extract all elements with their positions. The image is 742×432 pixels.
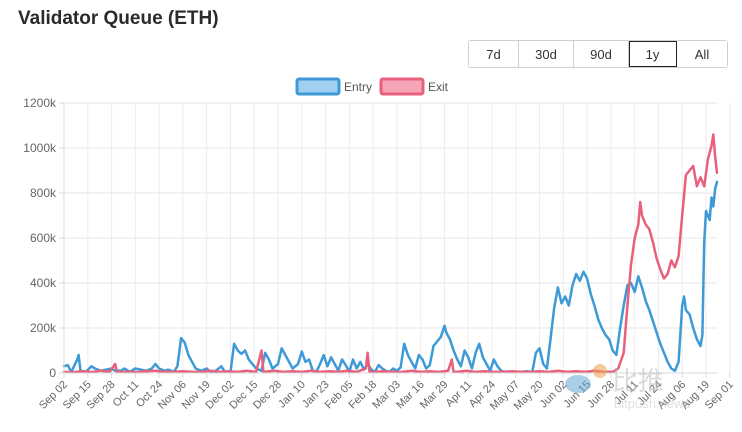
y-tick-label: 400k (30, 276, 57, 290)
legend-exit-label: Exit (428, 80, 449, 94)
legend-item-entry[interactable]: Entry (295, 77, 372, 96)
y-tick-label: 1000k (23, 141, 57, 155)
page-title: Validator Queue (ETH) (18, 8, 219, 29)
y-tick-label: 1200k (23, 96, 57, 110)
watermark-brand: 比推 (612, 366, 664, 396)
range-1y-button[interactable]: 1y (629, 41, 677, 67)
watermark-subtext: bitpush.news (614, 396, 690, 411)
series-line-entry (62, 180, 719, 374)
time-range-selector: 7d 30d 90d 1y All (468, 40, 728, 68)
grid (63, 102, 731, 374)
series-line-exit (62, 133, 719, 374)
legend-entry-swatch (295, 77, 341, 96)
legend-entry-label: Entry (344, 80, 372, 94)
bitcoin-badge-icon (593, 364, 607, 378)
y-tick-label: 800k (30, 186, 57, 200)
range-90d-button[interactable]: 90d (574, 41, 629, 67)
y-tick-label: 0 (49, 366, 56, 380)
y-tick-label: 600k (30, 231, 57, 245)
legend-exit-swatch (379, 77, 425, 96)
bird-logo-icon (565, 375, 591, 393)
series-layer (62, 133, 719, 374)
y-tick-label: 200k (30, 321, 57, 335)
range-all-button[interactable]: All (677, 41, 727, 67)
range-7d-button[interactable]: 7d (469, 41, 519, 67)
range-30d-button[interactable]: 30d (519, 41, 574, 67)
legend-item-exit[interactable]: Exit (379, 77, 449, 96)
legend: Entry Exit (295, 77, 449, 96)
watermark: 比推 bitpush.news (565, 364, 690, 411)
